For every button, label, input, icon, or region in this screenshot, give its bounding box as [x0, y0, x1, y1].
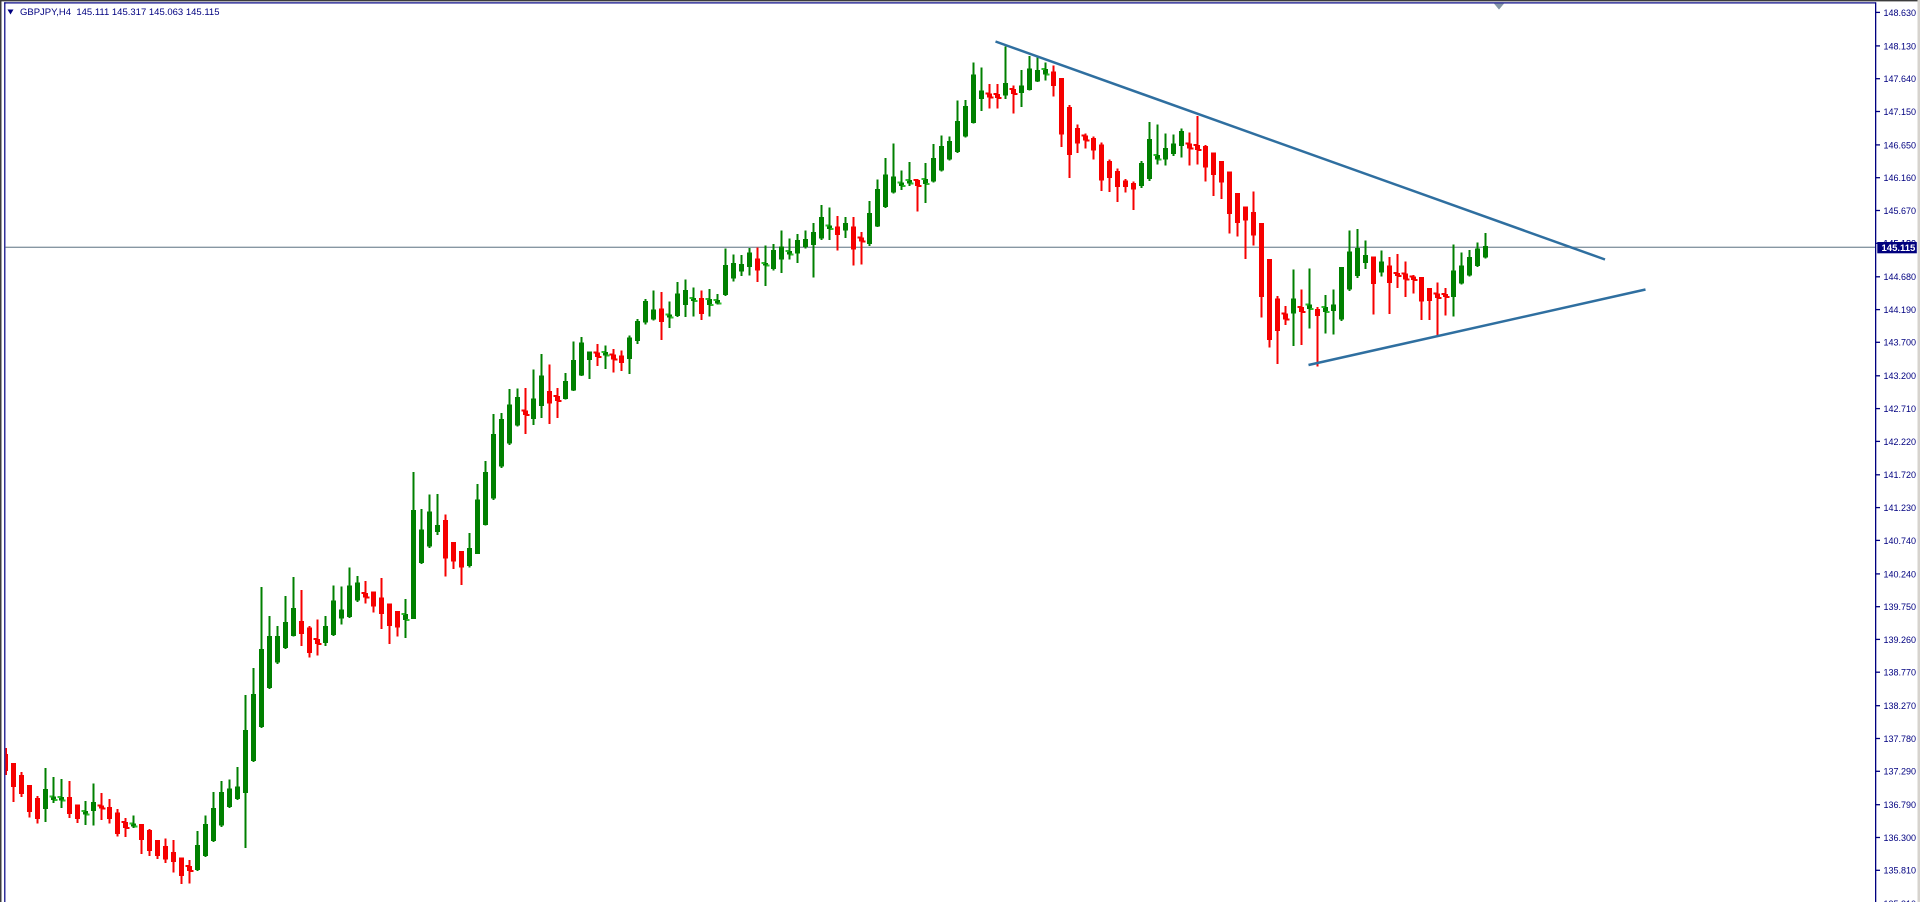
- svg-text:136.300: 136.300: [1884, 833, 1917, 843]
- svg-text:139.260: 139.260: [1884, 635, 1917, 645]
- svg-text:137.290: 137.290: [1884, 767, 1917, 777]
- svg-text:145.115: 145.115: [1882, 243, 1917, 254]
- svg-text:144.190: 144.190: [1884, 305, 1917, 315]
- svg-text:147.640: 147.640: [1884, 74, 1917, 84]
- svg-text:142.220: 142.220: [1884, 437, 1917, 447]
- svg-text:137.780: 137.780: [1884, 734, 1917, 744]
- svg-text:146.160: 146.160: [1884, 173, 1917, 183]
- svg-text:139.750: 139.750: [1884, 602, 1917, 612]
- svg-text:141.720: 141.720: [1884, 470, 1917, 480]
- svg-text:148.130: 148.130: [1884, 41, 1917, 51]
- svg-text:135.810: 135.810: [1884, 866, 1917, 876]
- svg-text:144.680: 144.680: [1884, 272, 1917, 282]
- svg-text:143.200: 143.200: [1884, 371, 1917, 381]
- svg-text:140.240: 140.240: [1884, 569, 1917, 579]
- svg-text:148.630: 148.630: [1884, 8, 1917, 18]
- svg-text:147.150: 147.150: [1884, 107, 1917, 117]
- svg-text:138.770: 138.770: [1884, 668, 1917, 678]
- svg-text:135.310: 135.310: [1884, 899, 1917, 902]
- svg-text:146.650: 146.650: [1884, 140, 1917, 150]
- svg-text:142.710: 142.710: [1884, 404, 1917, 414]
- svg-text:145.670: 145.670: [1884, 206, 1917, 216]
- svg-text:136.790: 136.790: [1884, 800, 1917, 810]
- svg-text:141.230: 141.230: [1884, 503, 1917, 513]
- svg-text:143.700: 143.700: [1884, 338, 1917, 348]
- svg-text:140.740: 140.740: [1884, 536, 1917, 546]
- svg-text:138.270: 138.270: [1884, 701, 1917, 711]
- svg-text:GBPJPY,H4 145.111 145.317 145: GBPJPY,H4 145.111 145.317 145.063 145.11…: [20, 7, 220, 18]
